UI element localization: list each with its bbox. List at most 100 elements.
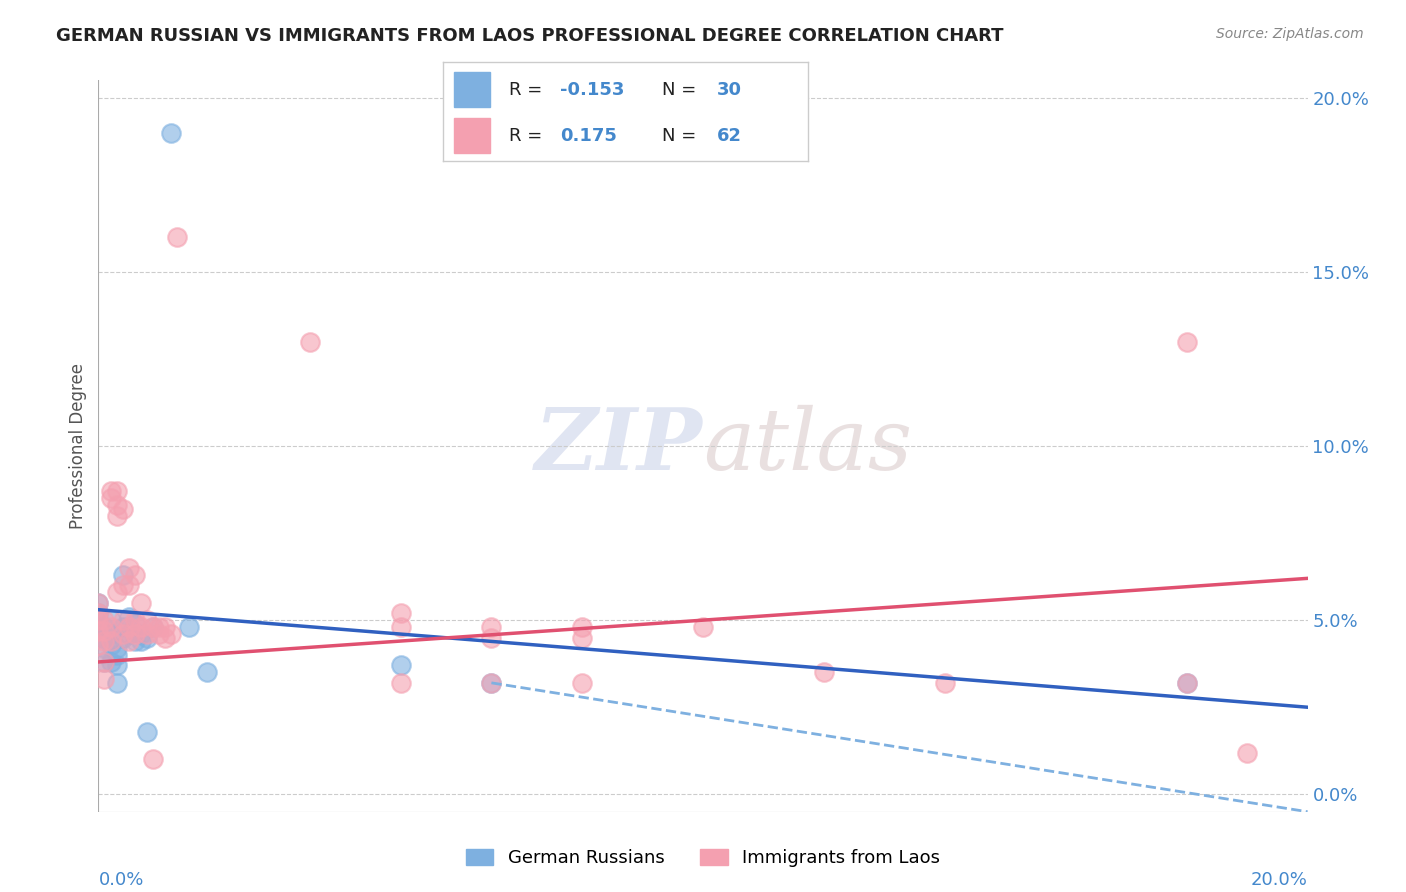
Point [135, 627, 157, 641]
Text: 30: 30 [717, 81, 742, 99]
Point [1175, 676, 1198, 690]
Point [142, 752, 165, 766]
Point [1175, 676, 1198, 690]
Point [934, 676, 956, 690]
Text: 20.0%: 20.0% [1251, 871, 1308, 889]
Point [148, 620, 170, 634]
Point [118, 620, 141, 634]
Point [105, 484, 128, 499]
Point [105, 498, 128, 512]
Point [129, 627, 152, 641]
Point [571, 676, 593, 690]
Point [93, 655, 115, 669]
Point [100, 484, 122, 499]
Text: 0.0%: 0.0% [98, 871, 143, 889]
Point [179, 620, 201, 634]
Point [118, 609, 141, 624]
Point [129, 620, 152, 634]
Point [111, 631, 134, 645]
Point [571, 620, 593, 634]
Text: Source: ZipAtlas.com: Source: ZipAtlas.com [1216, 27, 1364, 41]
Point [299, 334, 322, 349]
Point [87, 613, 110, 627]
Point [100, 655, 122, 669]
Point [481, 676, 503, 690]
Point [105, 585, 128, 599]
Point [93, 620, 115, 634]
Point [124, 634, 146, 648]
Point [389, 606, 412, 620]
Point [87, 606, 110, 620]
Text: N =: N = [662, 127, 702, 145]
Point [100, 627, 122, 641]
Text: -0.153: -0.153 [560, 81, 624, 99]
Point [142, 620, 165, 634]
Point [195, 665, 218, 680]
Point [1236, 746, 1258, 760]
Text: 0.175: 0.175 [560, 127, 617, 145]
Text: 62: 62 [717, 127, 742, 145]
Text: ZIP: ZIP [536, 404, 703, 488]
Y-axis label: Professional Degree: Professional Degree [69, 363, 87, 529]
Point [118, 634, 141, 648]
Point [87, 596, 110, 610]
Point [87, 620, 110, 634]
Point [389, 676, 412, 690]
Point [87, 624, 110, 638]
Point [481, 620, 503, 634]
FancyBboxPatch shape [454, 72, 491, 107]
Point [129, 596, 152, 610]
Point [135, 631, 157, 645]
Point [118, 578, 141, 592]
Point [105, 508, 128, 523]
Point [111, 620, 134, 634]
Point [124, 627, 146, 641]
Point [135, 724, 157, 739]
Point [153, 620, 176, 634]
Point [813, 665, 835, 680]
Point [111, 567, 134, 582]
Point [389, 620, 412, 634]
Point [105, 640, 128, 655]
Point [148, 627, 170, 641]
Point [111, 501, 134, 516]
Text: R =: R = [509, 127, 548, 145]
Point [571, 631, 593, 645]
Point [692, 620, 714, 634]
Point [100, 491, 122, 506]
Text: N =: N = [662, 81, 702, 99]
Point [87, 613, 110, 627]
Point [100, 638, 122, 652]
Text: atlas: atlas [703, 405, 912, 487]
Point [87, 596, 110, 610]
Point [142, 620, 165, 634]
Point [1175, 334, 1198, 349]
Point [93, 634, 115, 648]
Legend: German Russians, Immigrants from Laos: German Russians, Immigrants from Laos [458, 841, 948, 874]
Point [389, 658, 412, 673]
Point [135, 613, 157, 627]
Point [93, 624, 115, 638]
Point [93, 640, 115, 655]
Point [118, 627, 141, 641]
Point [87, 638, 110, 652]
Text: GERMAN RUSSIAN VS IMMIGRANTS FROM LAOS PROFESSIONAL DEGREE CORRELATION CHART: GERMAN RUSSIAN VS IMMIGRANTS FROM LAOS P… [56, 27, 1004, 45]
Point [118, 561, 141, 575]
Point [100, 620, 122, 634]
Point [100, 634, 122, 648]
Text: R =: R = [509, 81, 548, 99]
Point [93, 655, 115, 669]
Point [105, 658, 128, 673]
Point [87, 631, 110, 645]
Point [105, 648, 128, 662]
Point [87, 606, 110, 620]
Point [93, 631, 115, 645]
Point [111, 627, 134, 641]
Point [481, 676, 503, 690]
Point [100, 613, 122, 627]
Point [93, 613, 115, 627]
Point [124, 613, 146, 627]
Point [93, 673, 115, 687]
Point [129, 634, 152, 648]
Point [111, 578, 134, 592]
